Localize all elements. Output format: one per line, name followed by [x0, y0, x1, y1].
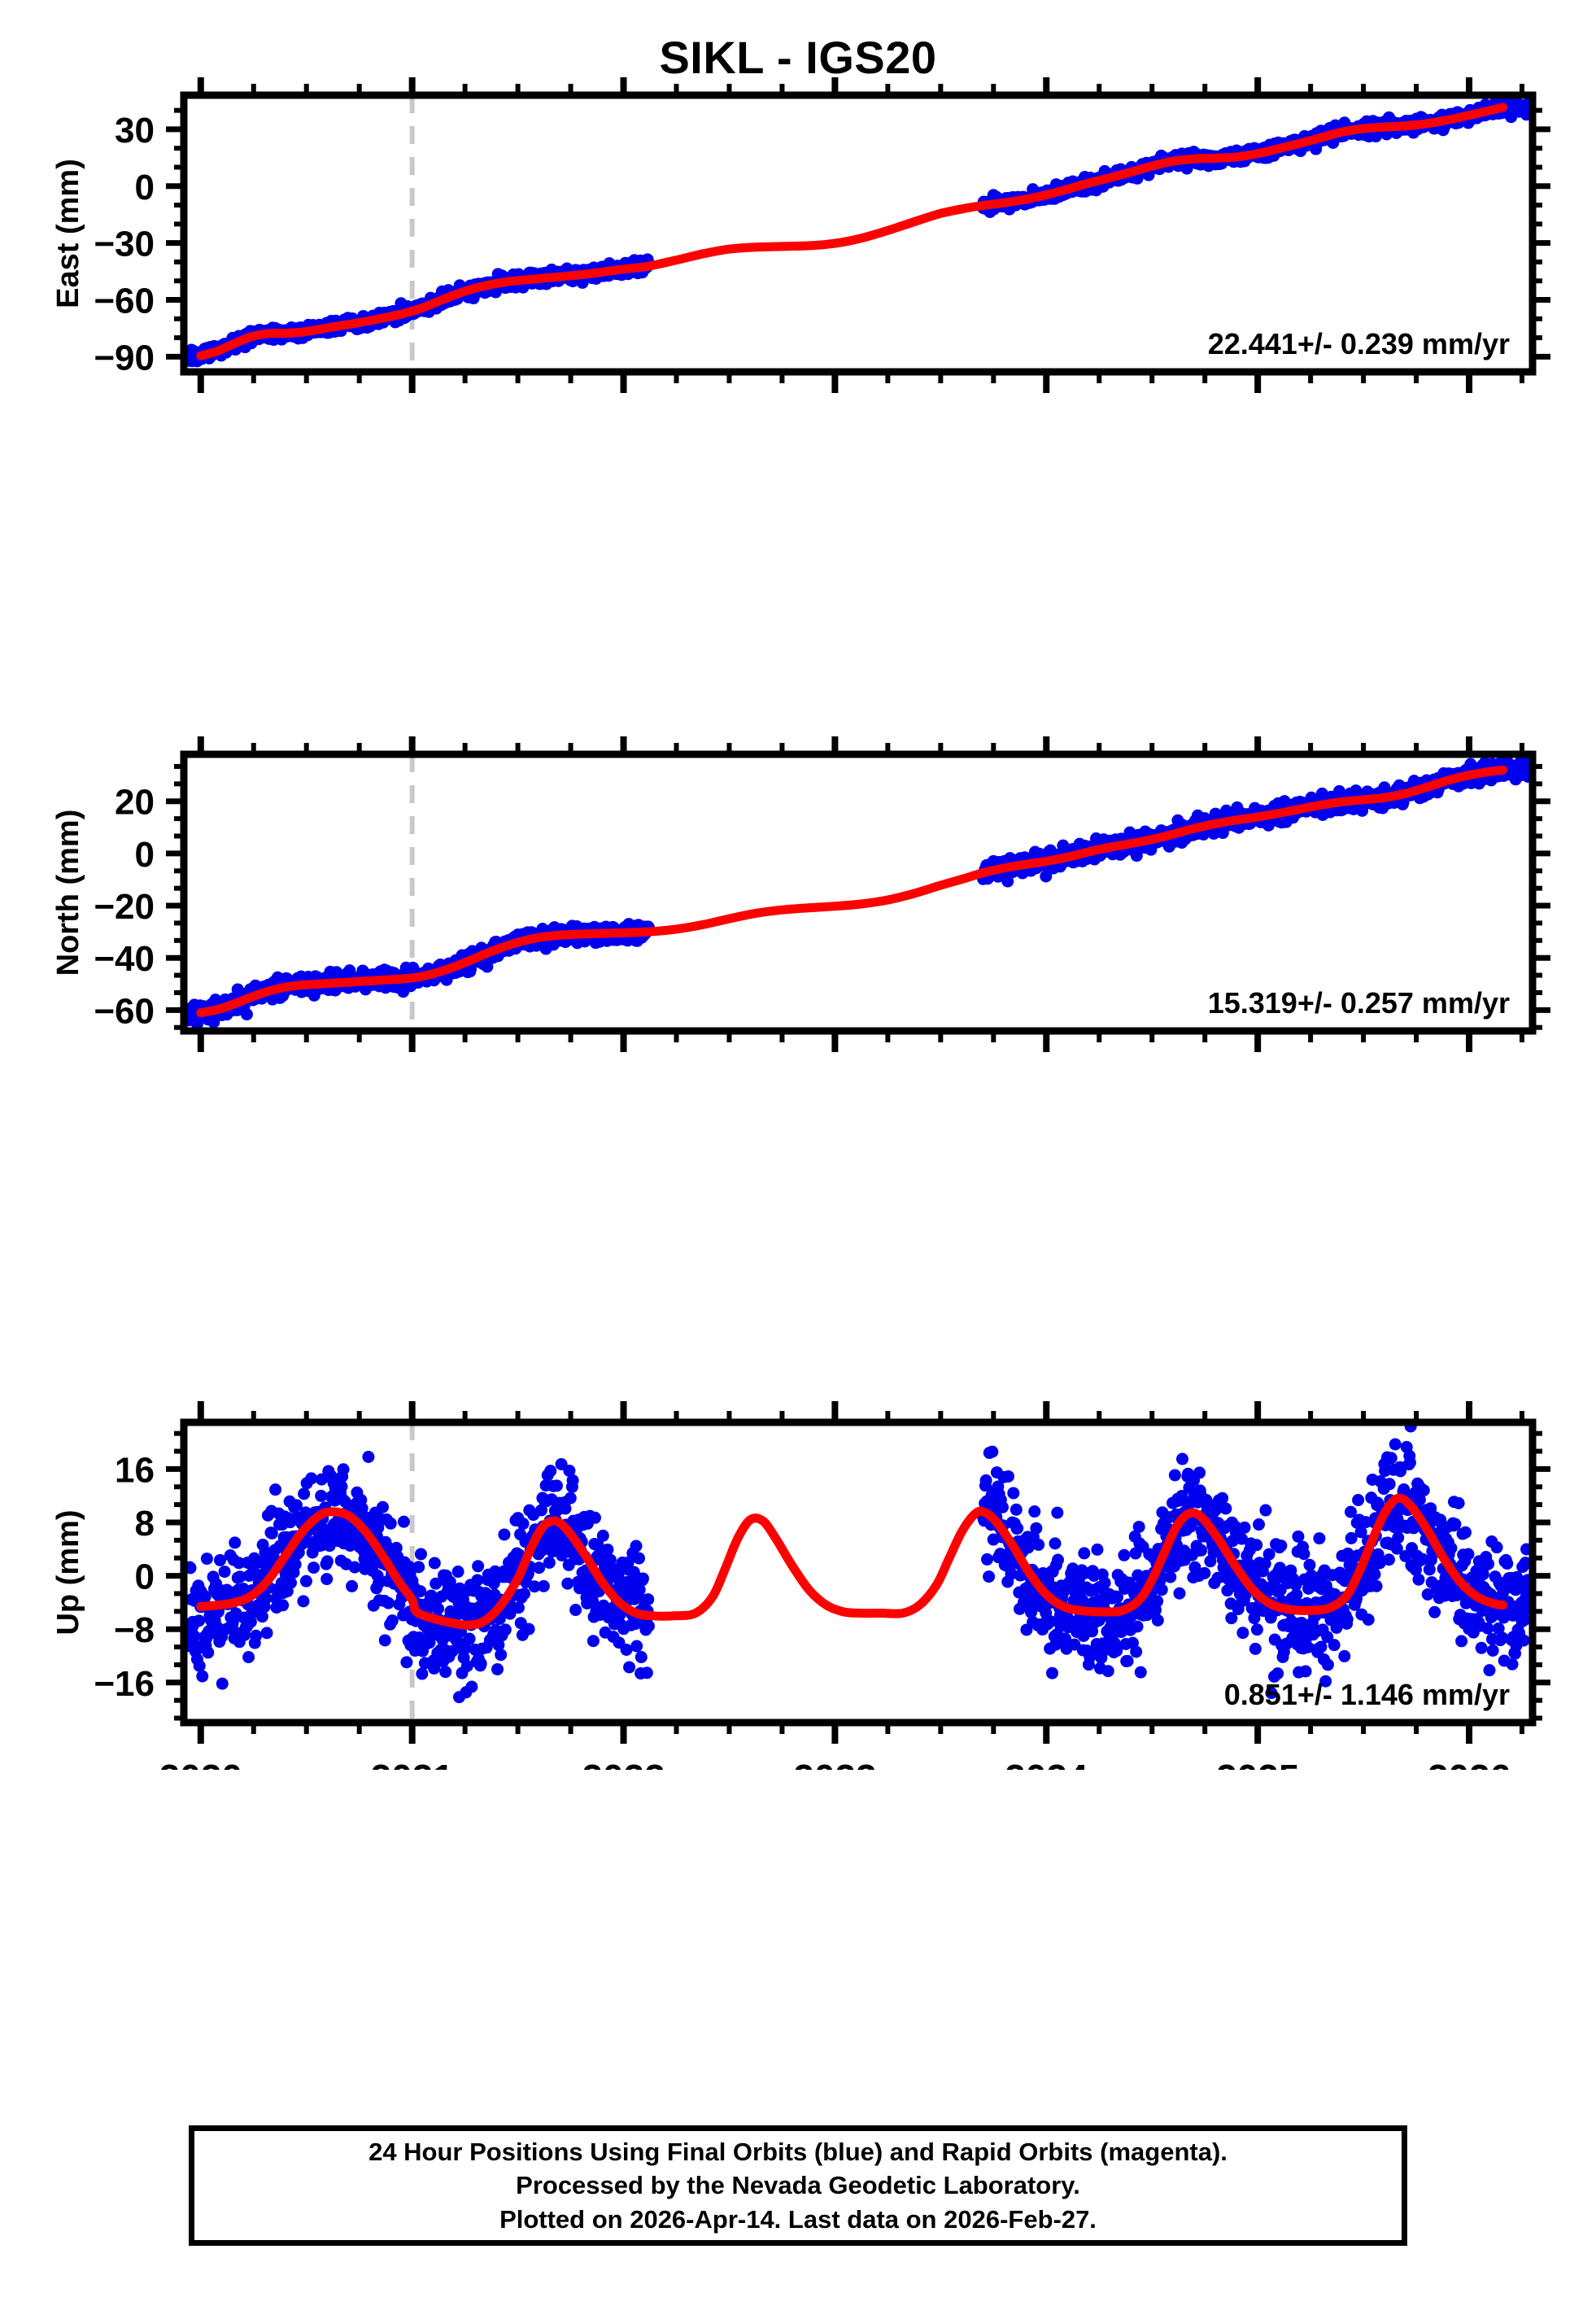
y-tick-label: −40 — [94, 939, 155, 979]
x-tick-label: 2020 — [159, 1757, 242, 1770]
y-tick-label: 0 — [135, 1557, 155, 1597]
plot-frame — [180, 91, 1537, 376]
x-tick-label: 2022 — [582, 1757, 665, 1770]
y-axis-label: North (mm) — [51, 810, 85, 976]
y-tick-label: −8 — [114, 1610, 155, 1650]
y-tick-label: 0 — [135, 835, 155, 875]
y-axis-label: Up (mm) — [51, 1509, 85, 1635]
y-tick-label: −90 — [94, 338, 155, 378]
y-tick-label: 30 — [115, 111, 155, 151]
x-tick-label: 2026 — [1428, 1757, 1511, 1770]
y-tick-label: 16 — [115, 1450, 155, 1490]
up-component-panel: 16 8 0 −8 −16 2020 2021 2022 2023 2024 2025 2026 Up … — [0, 1395, 1596, 1770]
east-panel-svg: 300−30−60−902020202120222023202420252026… — [51, 77, 1550, 393]
rate-annotation: 0.851+/- 1.146 mm/yr — [1224, 1678, 1510, 1711]
caption-line-3: Plotted on 2026-Apr-14. Last data on 202… — [499, 2204, 1097, 2234]
y-tick-label: −30 — [94, 225, 155, 264]
y-tick-label: 8 — [135, 1504, 155, 1544]
caption-line-2: Processed by the Nevada Geodetic Laborat… — [516, 2171, 1080, 2200]
model-curve — [196, 103, 1508, 360]
x-tick-label: 2024 — [1005, 1757, 1088, 1770]
caption-box: 24 Hour Positions Using Final Orbits (bl… — [189, 2125, 1407, 2246]
rate-annotation: 15.319+/- 0.257 mm/yr — [1208, 986, 1510, 1020]
plot-frame — [180, 750, 1537, 1035]
y-tick-label: 20 — [115, 783, 155, 823]
rate-annotation: 22.441+/- 0.239 mm/yr — [1208, 327, 1510, 360]
y-tick-label: −60 — [94, 991, 155, 1031]
north-panel-svg: 200−20−40−602020202120222023202420252026… — [51, 736, 1550, 1052]
caption-line-1: 24 Hour Positions Using Final Orbits (bl… — [368, 2138, 1228, 2167]
up-panel-svg: 16 8 0 −8 −16 2020 2021 2022 2023 2024 2025 2026 Up … — [51, 1401, 1550, 1770]
model-curve — [196, 1493, 1508, 1630]
east-component-panel: 300−30−60−902020202120222023202420252026… — [0, 77, 1596, 403]
x-tick-label: 2023 — [793, 1757, 876, 1770]
y-tick-label: 0 — [135, 168, 155, 207]
y-tick-label: −60 — [94, 282, 155, 321]
y-axis-label: East (mm) — [51, 159, 85, 308]
x-tick-label: 2025 — [1216, 1757, 1299, 1770]
model-curve — [196, 765, 1508, 1018]
y-tick-label: −16 — [94, 1664, 155, 1704]
page-title: SIKL - IGS20 — [659, 32, 937, 83]
x-tick-label: 2021 — [370, 1757, 453, 1770]
north-component-panel: 200−20−40−602020202120222023202420252026… — [0, 736, 1596, 1062]
y-tick-label: −20 — [94, 887, 155, 927]
plot-frame — [180, 1418, 1537, 1727]
